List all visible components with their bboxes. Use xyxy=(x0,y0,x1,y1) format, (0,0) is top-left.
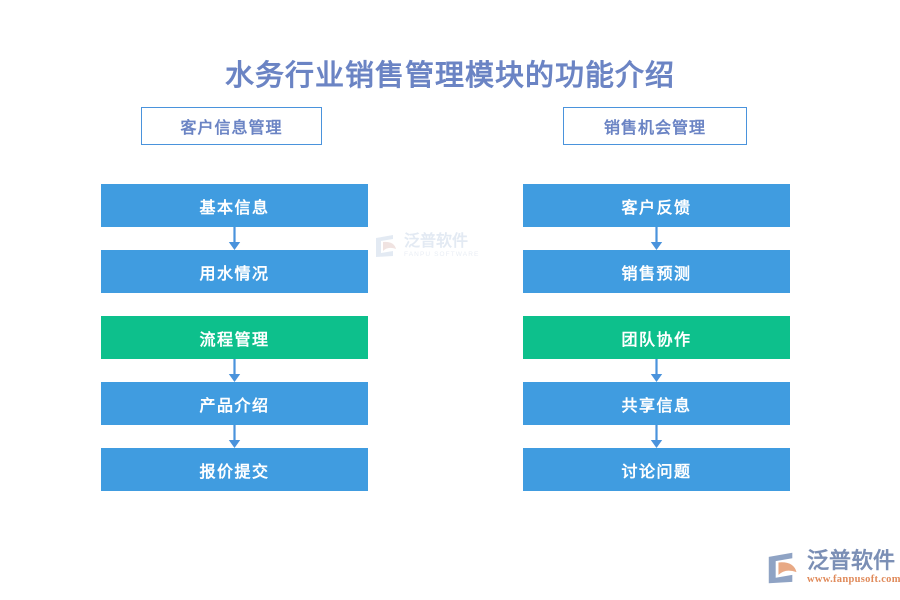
flow-node-right-2[interactable]: 销售预测 xyxy=(523,250,790,293)
flow-node-wrapper: 销售预测 xyxy=(523,250,790,316)
flow-node-wrapper: 基本信息 xyxy=(101,184,368,250)
brand-logo-name-cn: 泛普软件 xyxy=(807,548,896,574)
flow-node-wrapper: 流程管理 xyxy=(101,316,368,382)
brand-logo: 泛普软件 www.fanpusoft.com xyxy=(766,545,900,591)
fanpu-logo-mark-icon xyxy=(768,552,797,584)
flow-arrow-down-icon xyxy=(650,425,663,448)
flow-arrow-down-icon xyxy=(228,359,241,382)
flow-node-left-1[interactable]: 基本信息 xyxy=(101,184,368,227)
flow-node-wrapper: 报价提交 xyxy=(101,448,368,491)
flow-node-left-2[interactable]: 用水情况 xyxy=(101,250,368,293)
flow-node-left-5[interactable]: 报价提交 xyxy=(101,448,368,491)
flow-node-right-5[interactable]: 讨论问题 xyxy=(523,448,790,491)
flow-node-wrapper: 讨论问题 xyxy=(523,448,790,491)
flow-arrow-down-icon xyxy=(228,425,241,448)
watermark-name-cn: 泛普软件 xyxy=(404,232,469,250)
flow-arrow-down-icon xyxy=(650,227,663,250)
column-header-sales-opportunity: 销售机会管理 xyxy=(563,107,747,145)
brand-logo-url: www.fanpusoft.com xyxy=(807,574,900,586)
flow-node-right-4[interactable]: 共享信息 xyxy=(523,382,790,425)
flow-arrow-down-icon xyxy=(650,359,663,382)
flow-node-wrapper: 客户反馈 xyxy=(523,184,790,250)
fanpu-logo-mark-icon xyxy=(376,235,396,257)
flow-node-wrapper: 共享信息 xyxy=(523,382,790,448)
flow-column-right: 客户反馈销售预测团队协作共享信息讨论问题 xyxy=(523,184,790,491)
flow-node-left-4[interactable]: 产品介绍 xyxy=(101,382,368,425)
flow-arrow-down-icon xyxy=(228,227,241,250)
watermark-name-en: FANPU SOFTWARE xyxy=(404,250,480,258)
flow-node-wrapper: 产品介绍 xyxy=(101,382,368,448)
page-title: 水务行业销售管理模块的功能介绍 xyxy=(224,60,675,92)
flow-column-left: 基本信息用水情况流程管理产品介绍报价提交 xyxy=(101,184,368,491)
flow-node-left-3[interactable]: 流程管理 xyxy=(101,316,368,359)
flow-node-wrapper: 用水情况 xyxy=(101,250,368,316)
column-header-customer-info: 客户信息管理 xyxy=(141,107,322,145)
flow-node-wrapper: 团队协作 xyxy=(523,316,790,382)
flow-node-right-1[interactable]: 客户反馈 xyxy=(523,184,790,227)
center-watermark: 泛普软件 FANPU SOFTWARE xyxy=(374,227,486,265)
flow-node-right-3[interactable]: 团队协作 xyxy=(523,316,790,359)
